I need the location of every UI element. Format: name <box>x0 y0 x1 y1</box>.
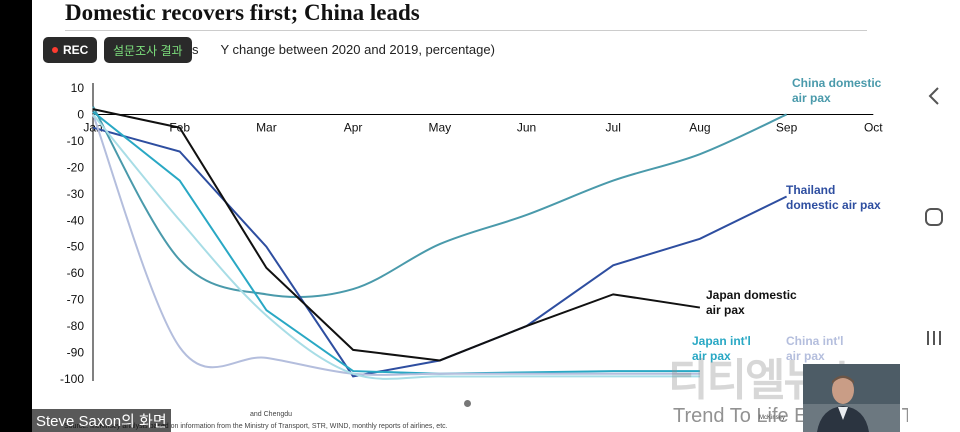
x-tick-label: Apr <box>344 120 363 134</box>
series-line <box>92 106 788 298</box>
subtitle-rest: Y change between 2020 and 2019, percenta… <box>220 42 495 57</box>
y-tick-label: -50 <box>67 240 85 254</box>
recent-apps-icon[interactable] <box>922 326 946 350</box>
subtitle-start: s <box>192 42 199 57</box>
presentation-slide: Domestic recovers first; China leads s Y … <box>32 0 908 432</box>
presenter-avatar-icon <box>803 364 900 432</box>
circle-home-icon[interactable] <box>922 205 946 229</box>
chevron-left-icon[interactable] <box>922 84 946 108</box>
slide-title: Domestic recovers first; China leads <box>65 0 420 25</box>
series-label: air pax <box>786 349 825 363</box>
y-tick-label: -20 <box>67 160 85 174</box>
title-divider <box>65 30 867 31</box>
x-tick-label: Mar <box>256 120 277 134</box>
series-label: China domestic <box>792 76 882 90</box>
series-label: Thailand <box>786 183 835 197</box>
y-tick-label: -60 <box>67 266 85 280</box>
series-line <box>92 113 700 380</box>
series-line <box>92 108 701 362</box>
presenter-name-tag: Steve Saxon의 화면 <box>32 409 171 432</box>
left-black-bar <box>0 0 32 432</box>
y-tick-label: -70 <box>67 293 85 307</box>
x-tick-label: Jun <box>517 120 536 134</box>
x-tick-label: May <box>428 120 451 134</box>
series-label: air pax <box>706 303 745 317</box>
chart-subtitle: s Y change between 2020 and 2019, percent… <box>192 42 495 57</box>
y-tick-label: -30 <box>67 187 85 201</box>
y-tick-label: -100 <box>60 372 84 386</box>
android-nav-bar <box>908 0 960 432</box>
y-tick-label: -40 <box>67 213 85 227</box>
source-line-2: Source: McKinsey analysis based on infor… <box>64 423 448 430</box>
x-tick-label: Jul <box>606 120 621 134</box>
x-tick-label: Aug <box>689 120 710 134</box>
brand-label: McKinsey <box>759 415 786 421</box>
series-label: Japan domestic <box>706 288 797 302</box>
source-line-1: and Chengdu <box>250 411 293 418</box>
presenter-webcam <box>803 364 900 432</box>
series-line <box>92 114 700 376</box>
record-button[interactable]: REC <box>43 37 98 63</box>
y-tick-label: -80 <box>67 319 85 333</box>
record-dot-icon <box>52 47 58 53</box>
series-label: air pax <box>692 349 731 363</box>
x-tick-label: Sep <box>776 120 798 134</box>
page-indicator-dot[interactable] <box>464 400 471 407</box>
series-label: domestic air pax <box>786 198 881 212</box>
x-tick-label: Oct <box>864 120 883 134</box>
record-label: REC <box>63 43 89 57</box>
series-label: air pax <box>792 91 831 105</box>
series-line <box>92 111 700 375</box>
y-tick-label: 10 <box>71 81 85 95</box>
y-tick-label: -90 <box>67 346 85 360</box>
y-tick-label: 0 <box>77 107 84 121</box>
series-label: China int'l <box>786 334 844 348</box>
series-line <box>92 126 788 378</box>
y-tick-label: -10 <box>67 134 85 148</box>
series-label: Japan int'l <box>692 334 751 348</box>
survey-results-button[interactable]: 설문조사 결과 <box>104 37 192 63</box>
